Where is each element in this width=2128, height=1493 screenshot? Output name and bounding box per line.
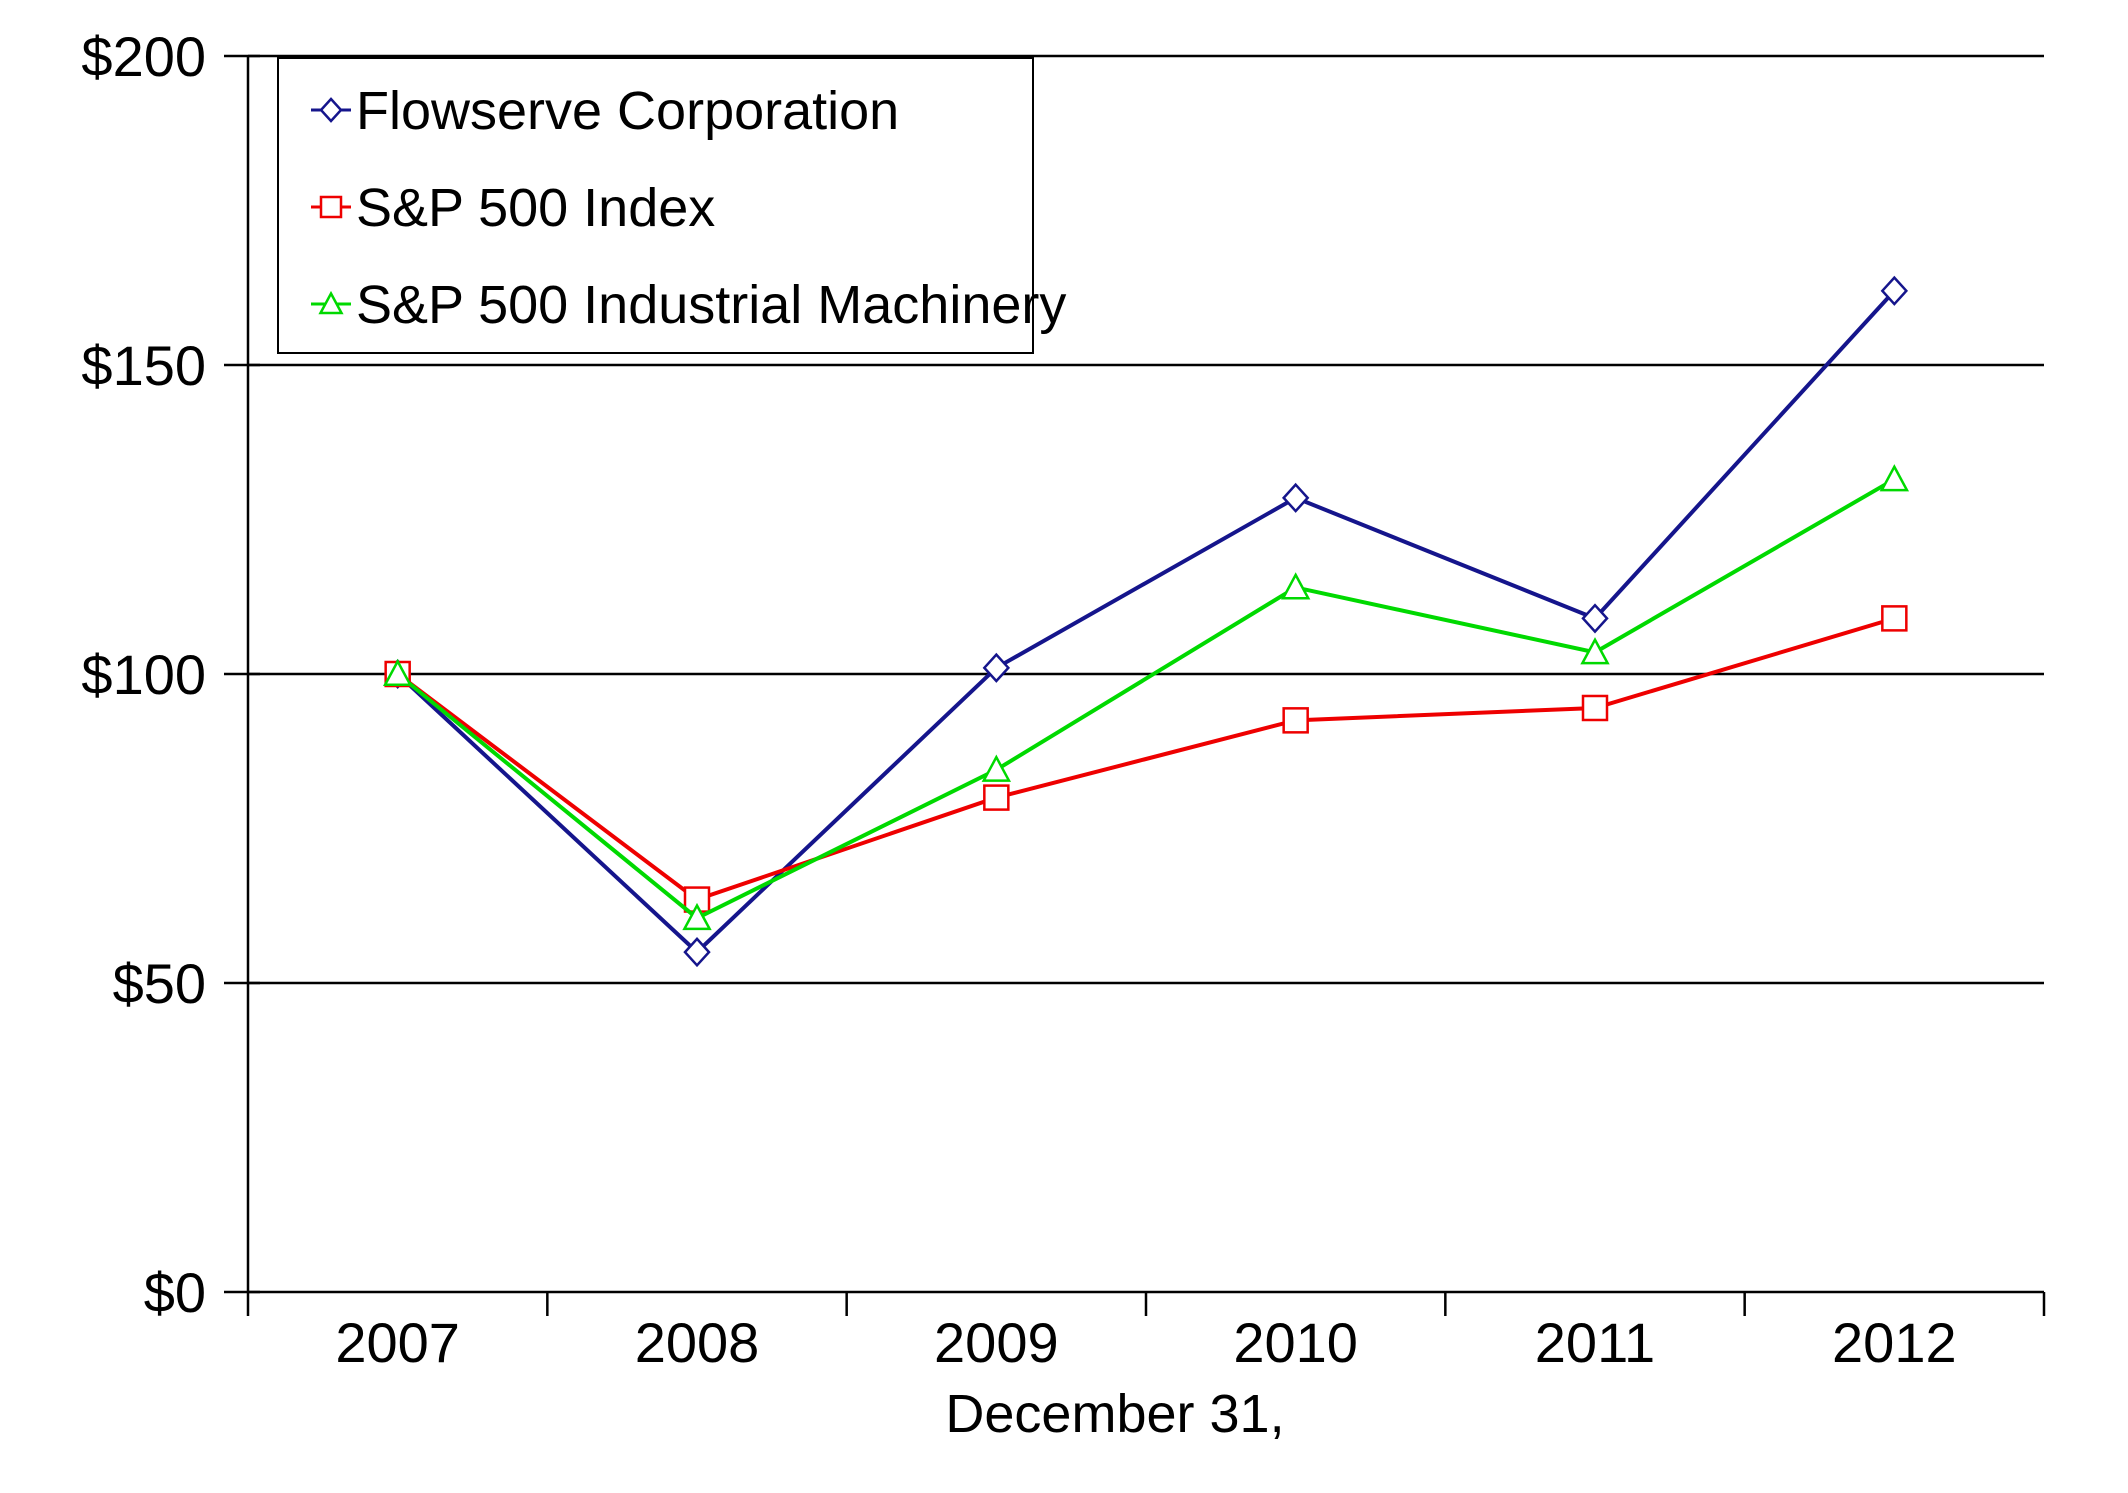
triangle-marker xyxy=(682,902,712,931)
square-marker xyxy=(319,195,343,219)
square-marker xyxy=(1581,694,1609,722)
square-marker xyxy=(983,784,1010,811)
series-line-square xyxy=(396,616,1895,902)
y-tick-label: $150 xyxy=(81,334,206,397)
x-axis-title: December 31, xyxy=(945,1384,1284,1444)
y-tick-label: $50 xyxy=(113,952,206,1015)
x-tick-label: 2008 xyxy=(635,1311,760,1374)
diamond-marker xyxy=(1281,482,1310,513)
x-tick-label: 2009 xyxy=(934,1311,1059,1374)
legend-label: S&P 500 Index xyxy=(356,178,715,238)
x-tick-label: 2011 xyxy=(1535,1311,1655,1374)
legend-label: S&P 500 Industrial Machinery xyxy=(356,275,1066,335)
triangle-marker xyxy=(1879,464,1910,492)
triangle-marker xyxy=(1580,637,1610,665)
square-marker xyxy=(1282,707,1309,734)
triangle-marker xyxy=(318,290,344,315)
triangle-marker xyxy=(382,658,413,687)
y-tick-label: $0 xyxy=(144,1261,206,1324)
x-tick-label: 2007 xyxy=(335,1311,460,1374)
series-line-triangle xyxy=(396,477,1896,921)
diamond-marker xyxy=(982,652,1011,683)
diamond-marker xyxy=(683,937,711,968)
triangle-marker xyxy=(1280,572,1311,600)
legend-label: Flowserve Corporation xyxy=(356,81,899,141)
triangle-marker xyxy=(981,754,1012,782)
diamond-marker xyxy=(1880,275,1909,306)
series-line-diamond xyxy=(396,289,1896,955)
x-tick-label: 2012 xyxy=(1832,1311,1957,1374)
square-marker xyxy=(1881,605,1908,632)
y-tick-label: $100 xyxy=(81,643,206,706)
diamond-marker xyxy=(1581,603,1609,634)
legend-box xyxy=(277,57,1034,354)
x-tick-label: 2010 xyxy=(1233,1311,1358,1374)
y-tick-label: $200 xyxy=(81,25,206,88)
diamond-marker xyxy=(319,97,343,123)
